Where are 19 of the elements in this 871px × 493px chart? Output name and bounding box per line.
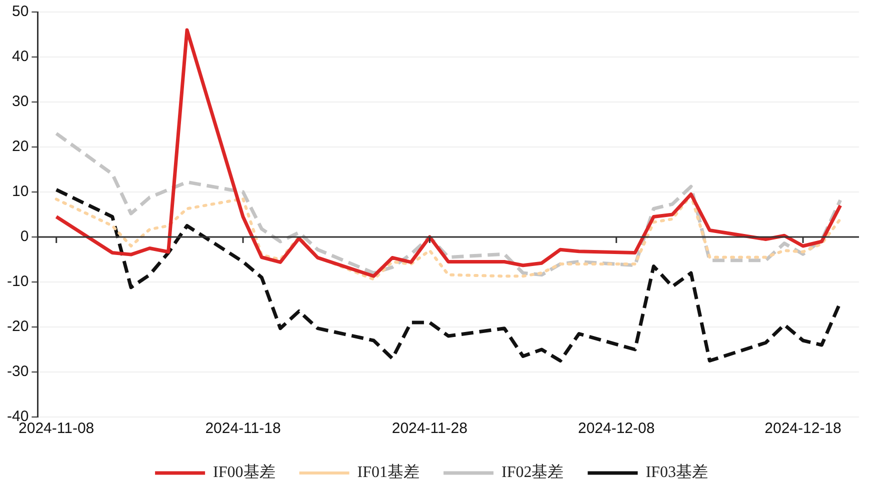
y-tick-label: 30 bbox=[12, 93, 29, 110]
y-tick-label: 0 bbox=[20, 228, 29, 246]
y-tick-label: -20 bbox=[6, 318, 29, 336]
x-tick-label: 2024-12-08 bbox=[578, 420, 655, 438]
y-tick-label: 50 bbox=[12, 3, 29, 20]
y-tick-label: -10 bbox=[6, 273, 29, 290]
y-tick-label: 20 bbox=[12, 138, 29, 156]
legend-label: IF02基差 bbox=[502, 463, 564, 482]
legend-label: IF01基差 bbox=[357, 463, 420, 482]
line-series bbox=[54, 132, 842, 277]
x-tick-label: 2024-11-18 bbox=[205, 420, 281, 438]
line-series bbox=[54, 188, 842, 362]
x-tick-label: 2024-12-18 bbox=[764, 420, 842, 438]
legend-label: IF03基差 bbox=[646, 463, 708, 482]
x-tick-label: 2024-11-28 bbox=[392, 420, 468, 438]
y-tick-label: -30 bbox=[6, 363, 29, 380]
y-tick-label: 10 bbox=[12, 183, 29, 200]
y-tick-label: 40 bbox=[12, 48, 29, 66]
legend-label: IF00基差 bbox=[213, 463, 276, 482]
